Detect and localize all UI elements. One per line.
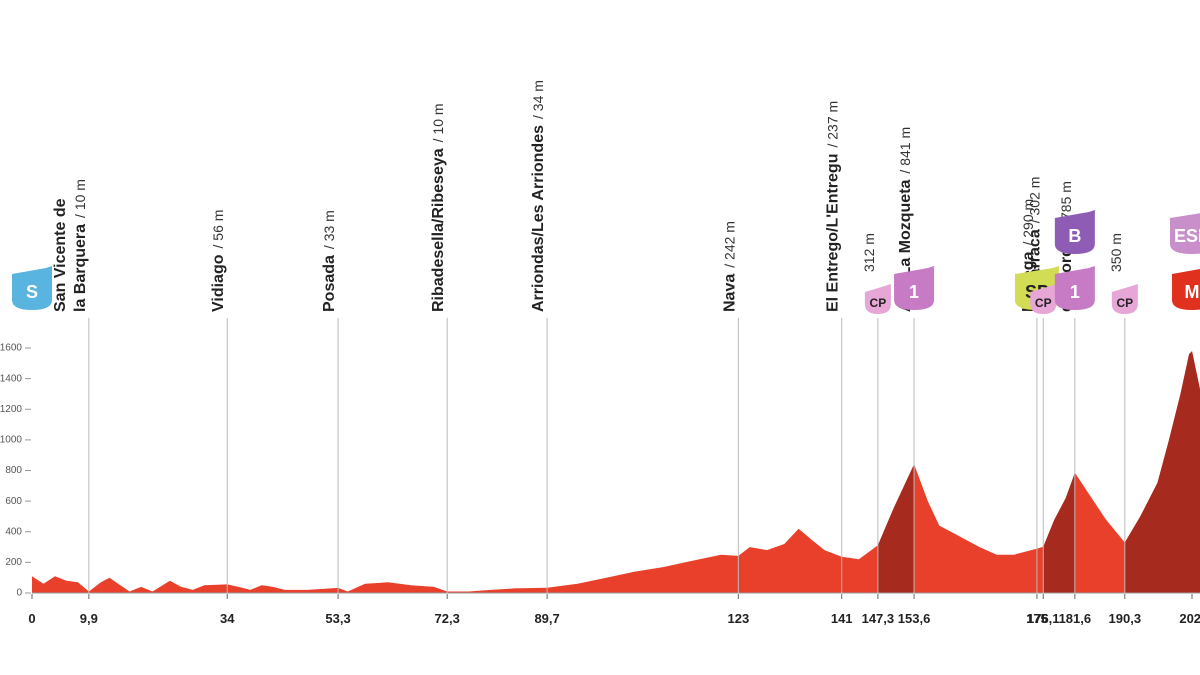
badge-shape — [12, 266, 52, 310]
waypoint-text: Ribadesella/Ribeseya / 10 m — [430, 103, 447, 312]
waypoint-elevation: / 10 m — [430, 103, 446, 142]
badge-label: 1 — [909, 282, 919, 302]
x-tick-label: 0 — [28, 611, 35, 626]
waypoint-label: 350 m — [1108, 233, 1124, 272]
badge-label: CP — [1035, 296, 1052, 310]
x-tick-label: 34 — [220, 611, 235, 626]
waypoint-name: Arriondas/Les Arriondes — [530, 125, 547, 312]
waypoint-label: Posada / 33 m — [321, 210, 338, 312]
waypoint-name: Nava — [721, 274, 738, 312]
waypoint-text: San Vicente de la Barquera / 10 m — [52, 179, 89, 312]
y-tick-label: 400 — [5, 526, 22, 537]
waypoint-text: Nava / 242 m — [721, 221, 738, 312]
waypoint-name: Vidiago — [210, 254, 227, 312]
badge-shape — [864, 284, 891, 314]
badge-shape — [1030, 284, 1057, 314]
waypoint-elevation: / 290 m — [1020, 199, 1036, 246]
x-tick-label: 190,3 — [1109, 611, 1142, 626]
x-tick-label: 53,3 — [325, 611, 350, 626]
waypoint-label: Vidiago / 56 m — [210, 210, 227, 312]
waypoint-label: 312 m — [861, 233, 877, 272]
waypoint-name: Ribadesella/Ribeseya — [430, 148, 447, 312]
waypoint-name: El Entrego/L'Entregu — [825, 154, 842, 312]
waypoint-elevation: / 242 m — [721, 221, 737, 268]
badge: 1 — [1054, 266, 1095, 310]
y-tick-label: 1000 — [0, 435, 22, 446]
waypoint-elevation: / 237 m — [825, 101, 841, 148]
waypoint-label: Nava / 242 m — [721, 221, 738, 312]
badge-label: B — [1068, 226, 1081, 246]
waypoint-label: Ribadesella/Ribeseya / 10 m — [430, 103, 447, 312]
waypoint-text: 312 m — [861, 233, 877, 272]
waypoint-text: 350 m — [1108, 233, 1124, 272]
badge: S — [12, 266, 52, 310]
badge-label: M — [1185, 282, 1200, 302]
waypoint-label: Arriondas/Les Arriondes / 34 m — [530, 80, 547, 312]
x-tick-label: 181,6 — [1059, 611, 1092, 626]
badge-label: CP — [870, 296, 887, 310]
x-tick-label: 153,6 — [898, 611, 931, 626]
y-tick-label: 600 — [5, 496, 22, 507]
x-tick-label: 147,3 — [862, 611, 895, 626]
y-tick-label: 1200 — [0, 404, 22, 415]
badge: ESP — [1170, 213, 1200, 254]
badge-shape — [1172, 269, 1200, 310]
waypoint-elevation: 312 m — [861, 233, 877, 272]
x-tick-label: 123 — [727, 611, 749, 626]
badge-label: CP — [1116, 296, 1133, 310]
waypoint-label: San Vicente de la Barquera / 10 m — [52, 179, 89, 312]
waypoint-text: Arriondas/Les Arriondes / 34 m — [530, 80, 547, 312]
badge: CP — [864, 284, 891, 314]
y-tick-label: 0 — [16, 588, 22, 599]
x-tick-label: 9,9 — [80, 611, 98, 626]
badge: CP — [1030, 284, 1057, 314]
elevation-area — [32, 351, 1200, 593]
badge-shape — [1170, 213, 1200, 254]
waypoint-name: San Vicente de — [52, 198, 69, 312]
badge-shape — [1054, 210, 1095, 254]
waypoint-text: El Entrego/L'Entregu / 237 m — [825, 101, 842, 312]
y-tick-label: 200 — [5, 557, 22, 568]
waypoint-text: Posada / 33 m — [321, 210, 338, 312]
waypoint-elevation: 350 m — [1108, 233, 1124, 272]
badge: 1 — [894, 266, 935, 310]
badge-shape — [1054, 266, 1095, 310]
badge-shape — [1111, 284, 1138, 314]
waypoint-label: El Entrego/L'Entregu / 237 m — [825, 101, 842, 312]
x-tick-label: 175 — [1026, 611, 1048, 626]
badge-label: 1 — [1070, 282, 1080, 302]
waypoint-elevation: / 302 m — [1026, 177, 1042, 224]
x-tick-label: 89,7 — [534, 611, 559, 626]
y-tick-label: 1600 — [0, 343, 22, 354]
badge: M — [1172, 269, 1200, 310]
y-tick-label: 1400 — [0, 373, 22, 384]
waypoint-elevation: / 56 m — [210, 210, 226, 249]
climb-area — [877, 351, 1200, 593]
x-tick-label: 141 — [831, 611, 853, 626]
waypoint-elevation: / 841 m — [897, 127, 913, 174]
x-tick-label: 176,1 — [1027, 611, 1060, 626]
waypoint-name: Posada — [321, 255, 338, 312]
badge: B — [1054, 210, 1095, 254]
badge-label: S — [26, 282, 38, 302]
waypoint-text: Vidiago / 56 m — [210, 210, 227, 312]
badge: CP — [1111, 284, 1138, 314]
waypoint-elevation: / 34 m — [530, 80, 546, 119]
x-tick-label: 72,3 — [435, 611, 460, 626]
x-tick-label: 202, — [1179, 611, 1200, 626]
badge-label: ESP — [1174, 226, 1200, 246]
y-tick-label: 800 — [5, 465, 22, 476]
waypoint-elevation: / 33 m — [321, 210, 337, 249]
badge-shape — [894, 266, 935, 310]
waypoint-name: la Barquera — [72, 224, 89, 312]
waypoint-elevation: / 10 m — [72, 179, 88, 218]
